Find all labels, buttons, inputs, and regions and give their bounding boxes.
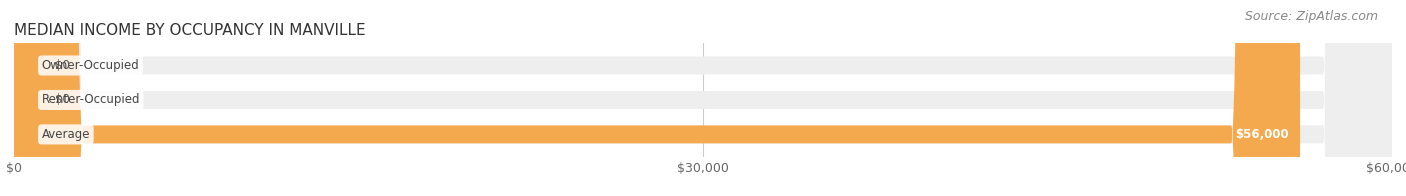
Text: $0: $0 xyxy=(55,93,70,106)
FancyBboxPatch shape xyxy=(14,0,1392,196)
FancyBboxPatch shape xyxy=(14,0,1392,196)
Text: $0: $0 xyxy=(55,59,70,72)
Text: $56,000: $56,000 xyxy=(1234,128,1288,141)
FancyBboxPatch shape xyxy=(14,0,1301,196)
Text: Owner-Occupied: Owner-Occupied xyxy=(42,59,139,72)
Text: MEDIAN INCOME BY OCCUPANCY IN MANVILLE: MEDIAN INCOME BY OCCUPANCY IN MANVILLE xyxy=(14,23,366,38)
Text: Renter-Occupied: Renter-Occupied xyxy=(42,93,141,106)
Text: Source: ZipAtlas.com: Source: ZipAtlas.com xyxy=(1244,10,1378,23)
FancyBboxPatch shape xyxy=(14,0,1392,196)
Text: Average: Average xyxy=(42,128,90,141)
